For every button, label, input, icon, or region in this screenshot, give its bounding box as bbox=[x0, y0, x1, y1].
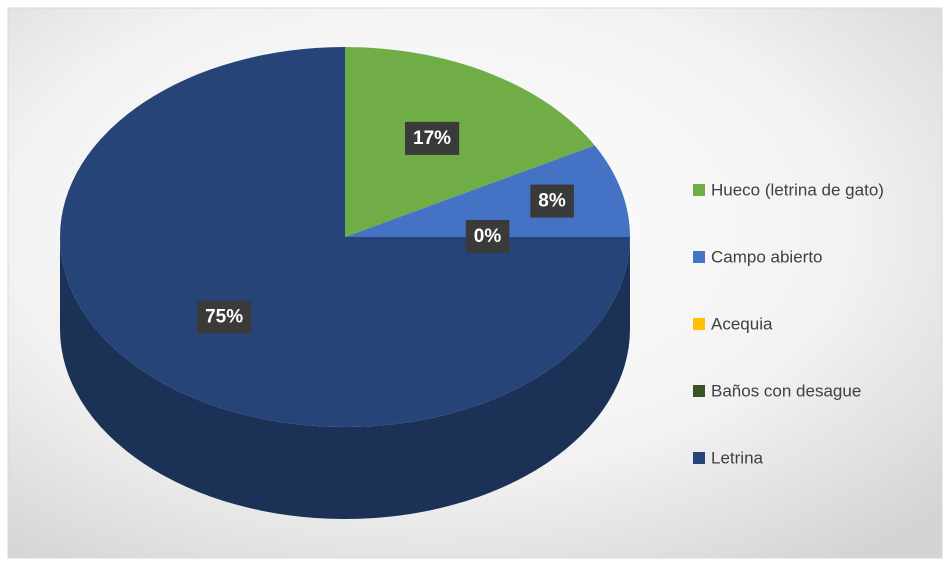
legend-swatch bbox=[693, 318, 705, 330]
data-labels: 17% 8% 0% 75% bbox=[197, 121, 574, 334]
legend-label: Campo abierto bbox=[711, 247, 823, 266]
data-label: 17% bbox=[413, 128, 451, 149]
legend-label: Acequia bbox=[711, 314, 773, 333]
legend-label: Baños con desague bbox=[711, 381, 861, 400]
data-label: 75% bbox=[205, 307, 243, 328]
legend: Hueco (letrina de gato) Campo abierto Aceq… bbox=[693, 180, 884, 467]
data-label-box bbox=[530, 184, 574, 218]
data-label-box bbox=[465, 220, 510, 254]
pie bbox=[60, 47, 630, 519]
slice-side bbox=[60, 237, 630, 519]
legend-label: Letrina bbox=[711, 448, 764, 467]
legend-swatch bbox=[693, 452, 705, 464]
legend-label: Hueco (letrina de gato) bbox=[711, 180, 884, 199]
data-label: 0% bbox=[474, 226, 502, 247]
legend-swatch bbox=[693, 184, 705, 196]
slice bbox=[345, 47, 595, 237]
data-label-box bbox=[405, 121, 460, 155]
data-label: 8% bbox=[538, 191, 566, 212]
data-label-box bbox=[197, 300, 252, 334]
legend-swatch bbox=[693, 251, 705, 263]
legend-swatch bbox=[693, 385, 705, 397]
